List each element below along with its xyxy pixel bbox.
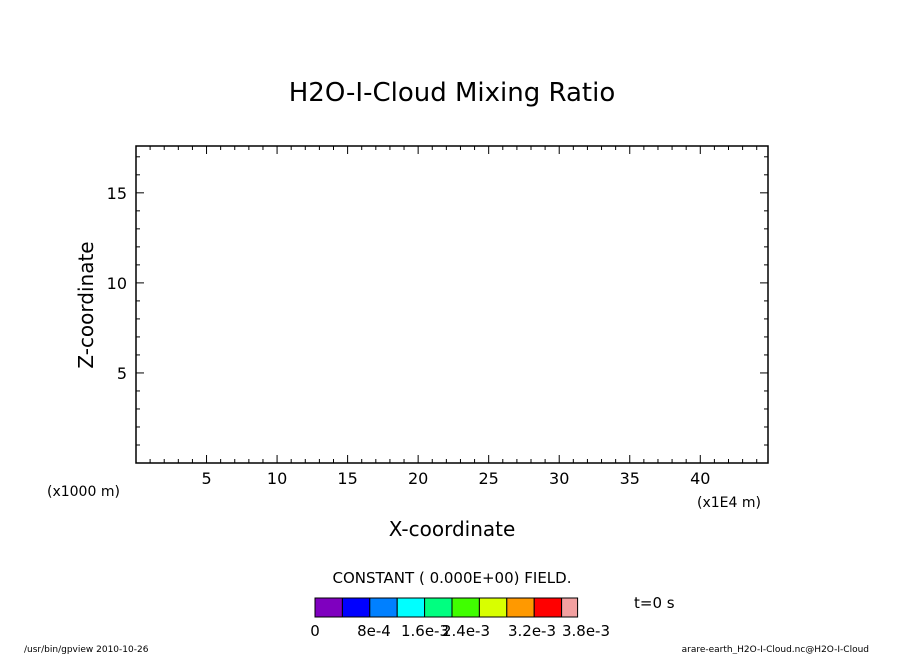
colorbar-label: 3.8e-3 (562, 622, 610, 640)
field-note: CONSTANT ( 0.000E+00) FIELD. (333, 569, 572, 587)
colorbar: 0 8e-4 1.6e-32.4e-3 3.2e-3 3.8e-3 (310, 597, 610, 640)
x-axis-ticks: 5 10 15 20 25 30 35 40 (149, 146, 758, 488)
x-tick-label: 25 (478, 469, 498, 488)
colorbar-swatch (314, 597, 343, 618)
y-axis-label: Z-coordinate (74, 241, 98, 368)
x-tick-label: 10 (267, 469, 287, 488)
x-tick-label: 30 (549, 469, 569, 488)
colorbar-swatch (506, 597, 535, 618)
colorbar-label: 3.2e-3 (508, 622, 556, 640)
y-axis-ticks: 5 10 15 (107, 156, 768, 446)
colorbar-swatch (561, 597, 579, 618)
colorbar-swatch (396, 597, 426, 618)
x-tick-label: 5 (201, 469, 211, 488)
footer-left: /usr/bin/gpview 2010-10-26 (24, 645, 149, 654)
colorbar-label: 1.6e-3 (401, 622, 449, 640)
plot-frame (135, 145, 769, 464)
x-axis-unit: (x1000 m) (47, 484, 120, 500)
colorbar-swatch (424, 597, 453, 618)
colorbar-label: 2.4e-3 (442, 622, 490, 640)
colorbar-swatch (533, 597, 563, 618)
time-label: t=0 s (634, 594, 675, 612)
x-tick-label: 35 (620, 469, 640, 488)
x-axis-label: X-coordinate (389, 517, 516, 541)
chart-title: H2O-I-Cloud Mixing Ratio (289, 78, 616, 108)
y-tick-label: 5 (117, 364, 127, 383)
colorbar-swatch (341, 597, 371, 618)
colorbar-swatch (478, 597, 508, 618)
x-axis-scale-note: (x1E4 m) (697, 495, 761, 511)
y-tick-label: 10 (107, 274, 127, 293)
x-tick-label: 20 (408, 469, 428, 488)
x-tick-label: 15 (337, 469, 357, 488)
colorbar-swatch (369, 597, 398, 618)
y-tick-label: 15 (107, 184, 127, 203)
footer-right: arare-earth_H2O-I-Cloud.nc@H2O-I-Cloud (682, 645, 869, 654)
colorbar-label: 0 (310, 622, 320, 640)
x-tick-label: 40 (690, 469, 710, 488)
colorbar-swatch (451, 597, 480, 618)
colorbar-label: 8e-4 (357, 622, 391, 640)
